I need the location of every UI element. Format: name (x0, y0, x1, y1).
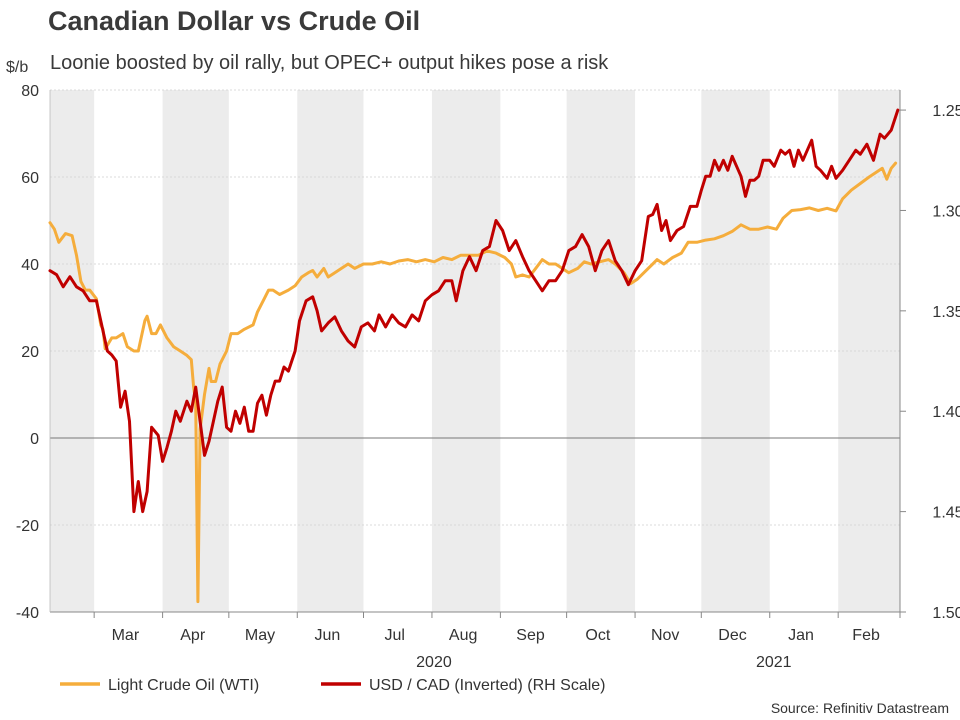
right-tick-label: 1.45 (932, 505, 960, 522)
x-month-label: May (245, 627, 275, 644)
month-shade (566, 90, 636, 612)
chart-subtitle: Loonie boosted by oil rally, but OPEC+ o… (50, 52, 609, 74)
right-tick-label: 1.50 (932, 605, 960, 622)
x-month-label: Dec (718, 627, 746, 644)
left-tick-label: 60 (21, 170, 39, 187)
usdcad-series-line (48, 108, 900, 514)
x-month-label: Oct (585, 627, 610, 644)
x-month-label: Sep (516, 627, 545, 644)
left-tick-label: 0 (30, 431, 39, 448)
x-month-label: Aug (449, 627, 477, 644)
legend-label: USD / CAD (Inverted) (RH Scale) (369, 677, 606, 694)
legend-label: Light Crude Oil (WTI) (108, 677, 259, 694)
source-note: Source: Refinitiv Datastream (770, 700, 949, 716)
left-tick-label: 80 (21, 83, 39, 100)
left-tick-label: 40 (21, 257, 39, 274)
wti-series-line (48, 161, 898, 604)
x-year-label: 2021 (756, 654, 792, 671)
x-month-label: Nov (651, 627, 679, 644)
right-tick-label: 1.25 (932, 103, 960, 120)
chart-title: Canadian Dollar vs Crude Oil (48, 6, 421, 36)
x-month-label: Feb (852, 627, 880, 644)
x-month-label: Apr (180, 627, 206, 644)
x-month-label: Jun (314, 627, 340, 644)
right-tick-label: 1.35 (932, 304, 960, 321)
right-tick-label: 1.30 (932, 203, 960, 220)
x-year-label: 2020 (416, 654, 452, 671)
right-tick-label: 1.40 (932, 404, 960, 421)
x-month-label: Mar (112, 627, 140, 644)
x-month-label: Jul (385, 627, 405, 644)
left-tick-label: 20 (21, 344, 39, 361)
left-tick-label: -20 (16, 518, 39, 535)
left-tick-label: -40 (16, 605, 39, 622)
x-month-label: Jan (788, 627, 814, 644)
left-axis-unit: $/b (6, 59, 29, 76)
